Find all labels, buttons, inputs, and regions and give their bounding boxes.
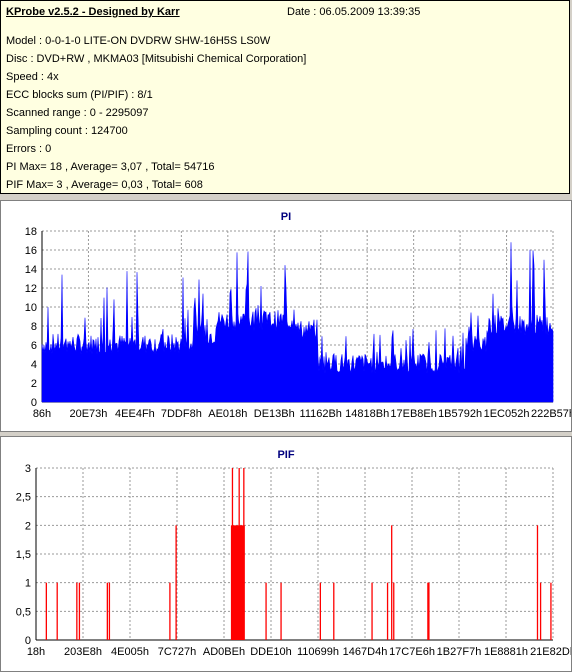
pif-chart: 0 0,5 1 1,5 2 2,5 3 18h 203E8h 4E005h 7C727h AD0BEh… (16, 463, 571, 658)
x-tick-label: 1B5792h (438, 408, 482, 420)
x-tick-label: 7C727h (158, 646, 197, 658)
y-tick-label: 14 (25, 264, 37, 276)
x-tick-label: 14818Bh (345, 408, 389, 420)
y-tick-label: 0,5 (16, 606, 31, 618)
x-tick-label: DE13Bh (254, 408, 295, 420)
x-tick-label: 17C7E6h (389, 646, 435, 658)
pi-chart: 0 2 4 6 8 10 12 14 16 18 86h 20E73h 4EE4Fh 7DDF8h AE01… (25, 226, 571, 420)
pi-chart-title: PI (280, 211, 292, 223)
y-tick-label: 1 (25, 578, 31, 590)
x-tick-label: 4EE4Fh (115, 408, 155, 420)
x-tick-label: AD0BEh (203, 646, 245, 658)
y-tick-label: 16 (25, 245, 37, 257)
y-tick-label: 2 (31, 378, 37, 390)
x-tick-label: 1E8881h (484, 646, 528, 658)
y-tick-label: 3 (25, 463, 31, 475)
x-tick-label: 21E82Dh (530, 646, 571, 658)
x-tick-label: 1EC052h (484, 408, 530, 420)
y-tick-label: 6 (31, 340, 37, 352)
pif-chart-panel: PIF 0 0,5 1 1,5 2 2,5 3 18h 203E8h 4E005h 7C727h AD… (0, 436, 572, 672)
speed-line: Speed : 4x (6, 71, 59, 83)
range-line: Scanned range : 0 - 2295097 (6, 107, 149, 119)
x-tick-label: 86h (33, 408, 51, 420)
pif-stats-line: PIF Max= 3 , Average= 0,03 , Total= 608 (6, 179, 203, 191)
x-tick-label: 7DDF8h (161, 408, 202, 420)
y-tick-label: 0 (31, 397, 37, 409)
y-tick-label: 18 (25, 226, 37, 238)
x-tick-label: 1467D4h (343, 646, 388, 658)
x-tick-label: 17EB8Eh (390, 408, 436, 420)
pi-chart-panel: PI 0 2 4 6 8 10 12 14 16 18 86h 20E73h 4EE4Fh 7DDF8h A… (0, 200, 572, 432)
x-tick-label: DDE10h (250, 646, 292, 658)
x-tick-label: 18h (27, 646, 45, 658)
y-tick-label: 12 (25, 283, 37, 295)
y-tick-label: 0 (25, 635, 31, 647)
scan-date: Date : 06.05.2009 13:39:35 (287, 6, 421, 18)
y-tick-label: 1,5 (16, 549, 31, 561)
y-tick-label: 4 (31, 359, 37, 371)
model-line: Model : 0-0-1-0 LITE-ON DVDRW SHW-16H5S … (6, 35, 271, 47)
x-tick-label: 203E8h (64, 646, 102, 658)
scan-info-panel: KProbe v2.5.2 - Designed by Karr Date : … (0, 0, 570, 194)
errors-line: Errors : 0 (6, 143, 52, 155)
y-tick-label: 8 (31, 321, 37, 333)
x-tick-label: 222B57h (531, 408, 571, 420)
y-tick-label: 2,5 (16, 492, 31, 504)
app-title: KProbe v2.5.2 - Designed by Karr (6, 6, 180, 18)
y-tick-label: 10 (25, 302, 37, 314)
pi-stats-line: PI Max= 18 , Average= 3,07 , Total= 5471… (6, 161, 215, 173)
sampling-line: Sampling count : 124700 (6, 125, 128, 137)
x-tick-label: 11162Bh (300, 408, 342, 420)
pif-chart-title: PIF (277, 449, 295, 461)
disc-line: Disc : DVD+RW , MKMA03 [Mitsubishi Chemi… (6, 53, 307, 65)
y-tick-label: 2 (25, 520, 31, 532)
x-tick-label: 4E005h (111, 646, 149, 658)
x-tick-label: 110699h (297, 646, 339, 658)
ecc-line: ECC blocks sum (PI/PIF) : 8/1 (6, 89, 153, 101)
x-tick-label: 20E73h (69, 408, 107, 420)
x-tick-label: AE018h (208, 408, 247, 420)
x-tick-label: 1B27F7h (437, 646, 482, 658)
pi-series-area (41, 242, 554, 403)
